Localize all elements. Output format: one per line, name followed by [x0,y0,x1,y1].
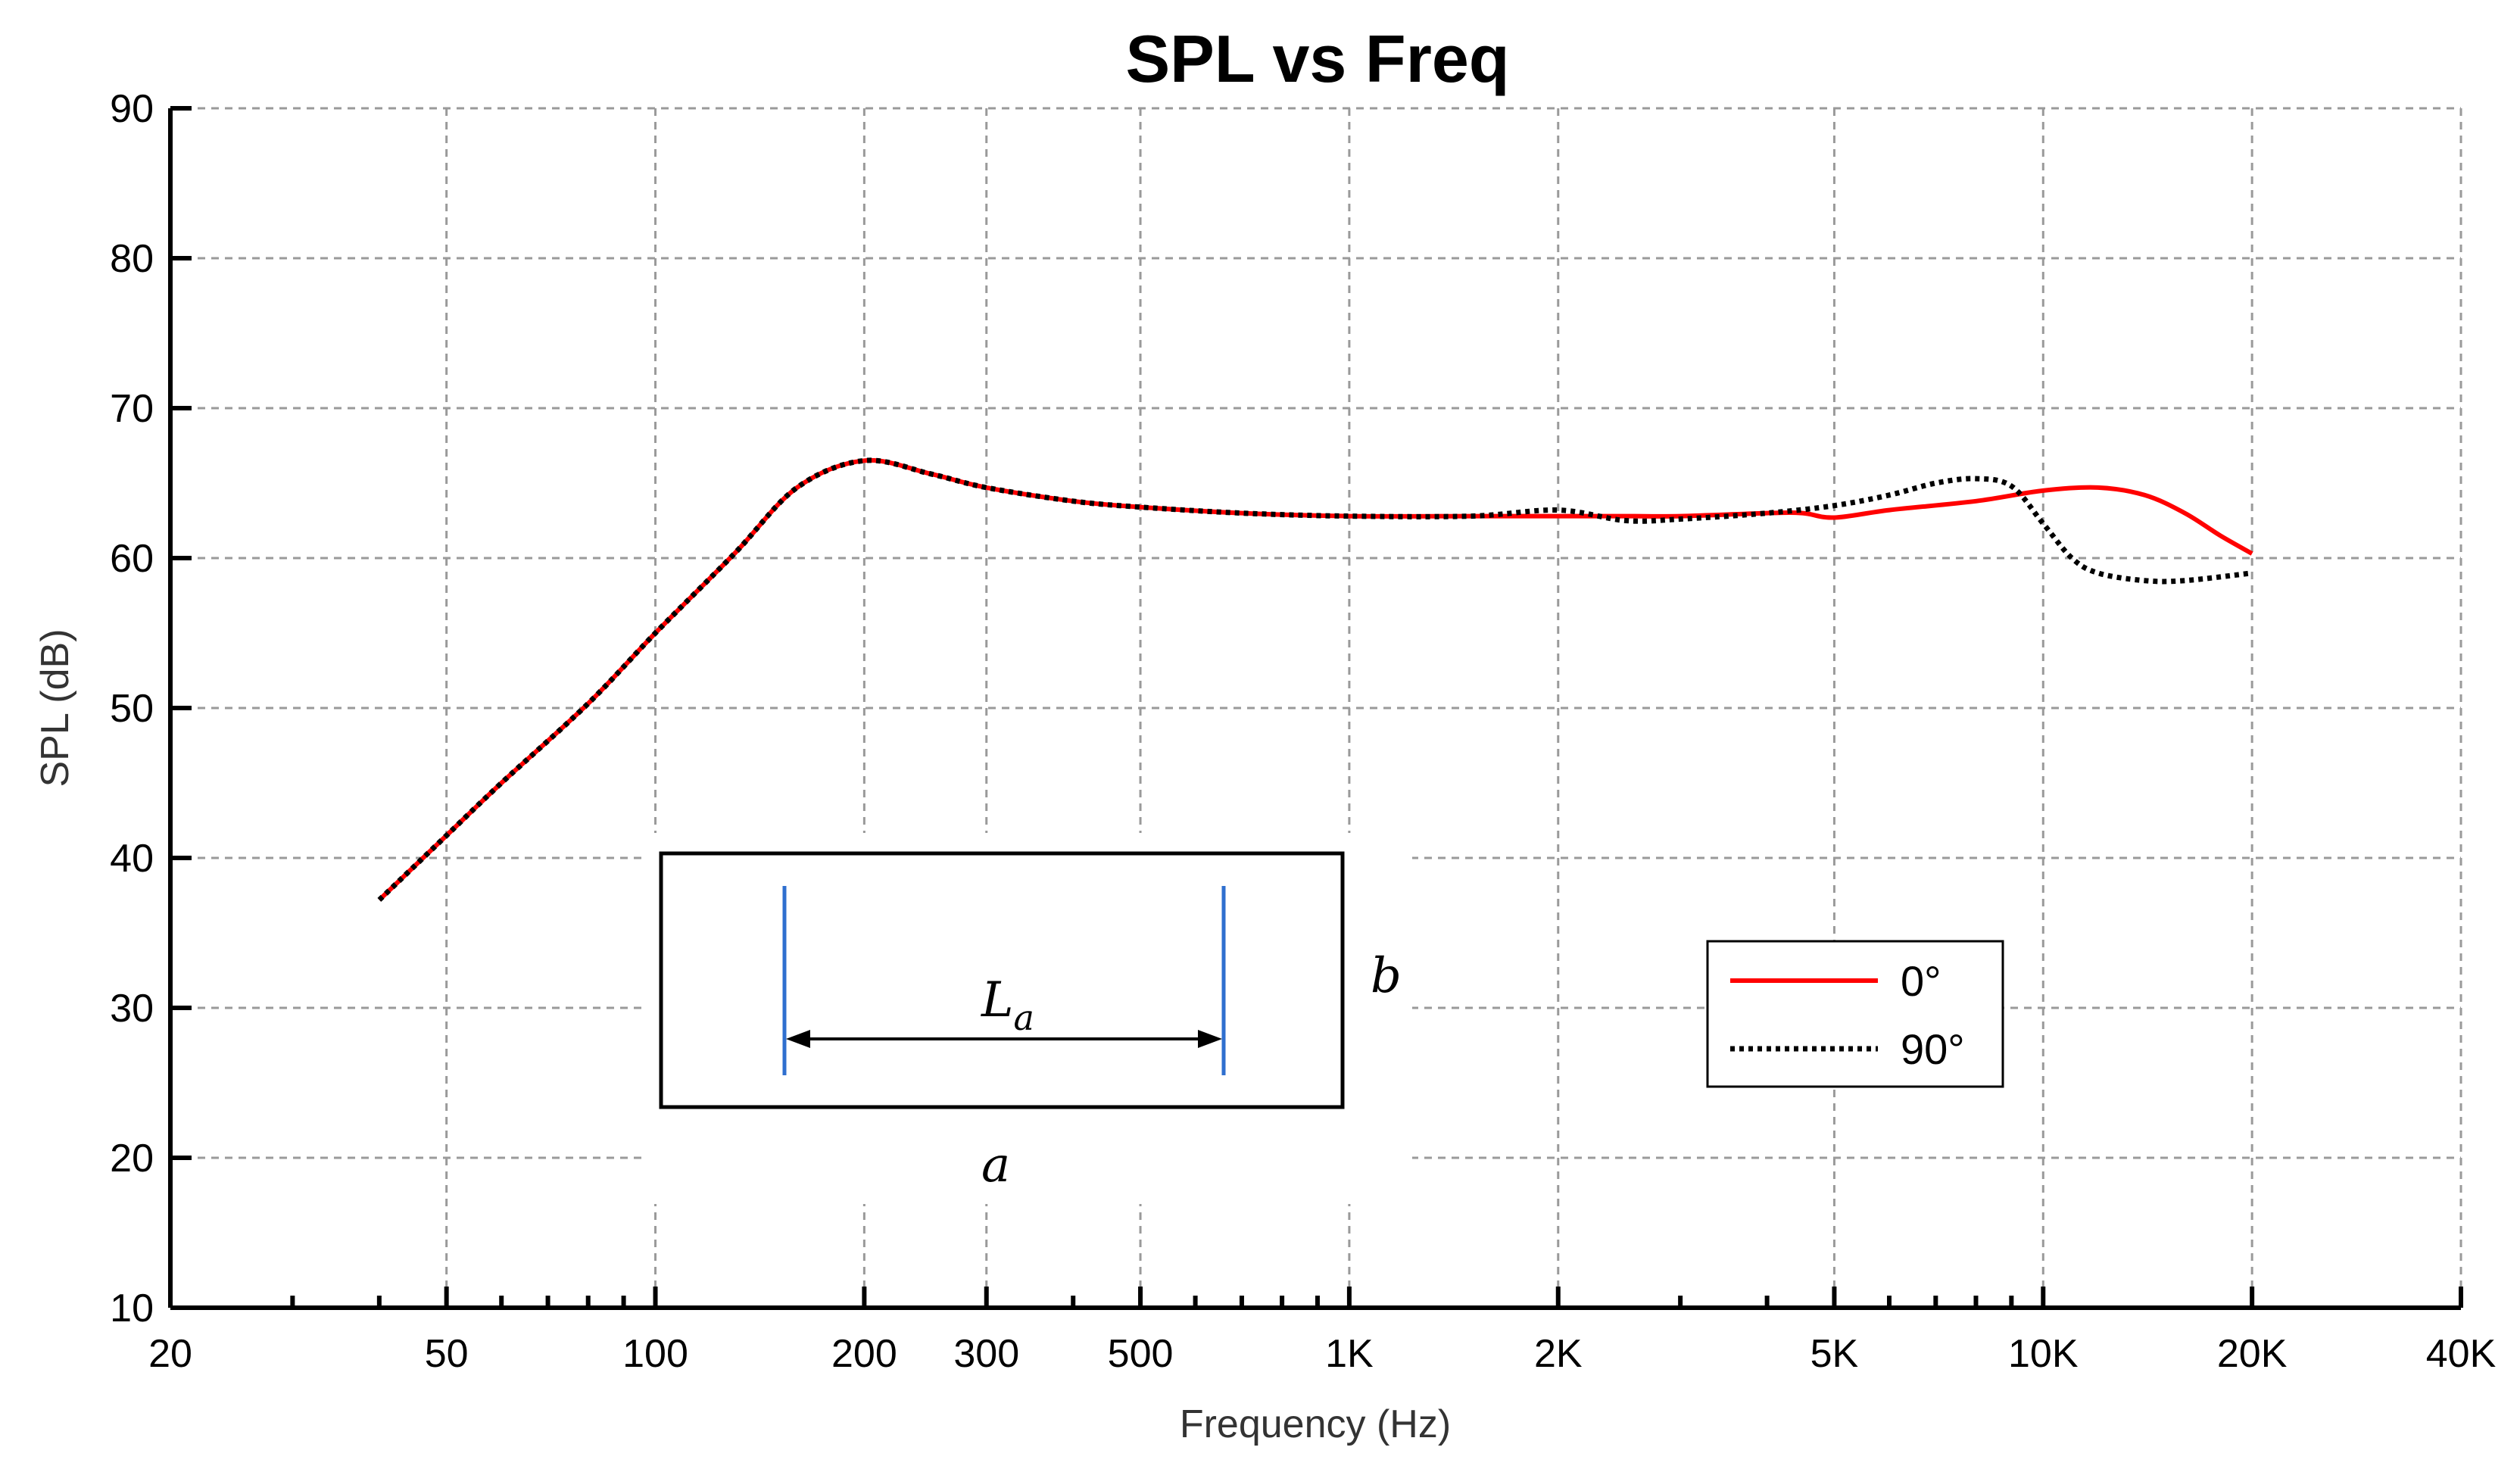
legend-label-1: 90° [1901,1025,1965,1073]
legend: 0° 90° [1706,940,2004,1088]
x-tick-label: 5K [1810,1332,1859,1376]
x-tick-label: 50 [425,1332,469,1376]
x-tick-label: 10K [2008,1332,2079,1376]
y-tick-label: 20 [110,1137,154,1181]
grid [170,107,2462,1308]
x-tick-label: 2K [1534,1332,1583,1376]
x-tick-label: 300 [953,1332,1019,1376]
y-tick-label: 90 [110,87,154,131]
legend-box [1706,940,2004,1088]
x-tick-label: 20 [148,1332,192,1376]
y-axis-label: SPL (dB) [33,629,77,787]
x-tick-labels: 20 50 100 200 300 500 1K 2K 5K 10K 20K 40K [148,1332,2496,1376]
inset-arrowhead-left [786,1030,810,1048]
chart-title: SPL vs Freq [1125,21,1509,96]
series-group [377,457,2253,902]
x-tick-label: 1K [1325,1332,1374,1376]
x-tick-label: 500 [1108,1332,1174,1376]
legend-label-0: 0° [1901,957,1941,1005]
inset-diagram: La b a [647,833,1412,1204]
series-line-1 [377,457,2253,902]
x-tick-label: 20K [2217,1332,2288,1376]
inset-arrowhead-right [1198,1030,1222,1048]
x-tick-label: 200 [831,1332,897,1376]
inset-side-a-label: a [981,1137,1010,1193]
ticks [168,106,2463,1310]
y-tick-label: 60 [110,537,154,581]
y-tick-label: 40 [110,837,154,881]
y-tick-label: 50 [110,687,154,731]
y-tick-labels: 10 20 30 40 50 60 70 80 90 [110,87,154,1330]
inset-length-label: La [981,972,1034,1038]
y-tick-label: 80 [110,237,154,281]
inset-side-b-label: b [1371,948,1402,1004]
y-tick-label: 10 [110,1287,154,1330]
inset-box [659,851,1345,1109]
y-tick-label: 30 [110,987,154,1031]
x-tick-label: 100 [622,1332,688,1376]
y-tick-label: 70 [110,387,154,431]
series-line-0 [377,457,2253,902]
x-tick-label: 40K [2426,1332,2497,1376]
x-axis-label: Frequency (Hz) [1180,1402,1451,1446]
